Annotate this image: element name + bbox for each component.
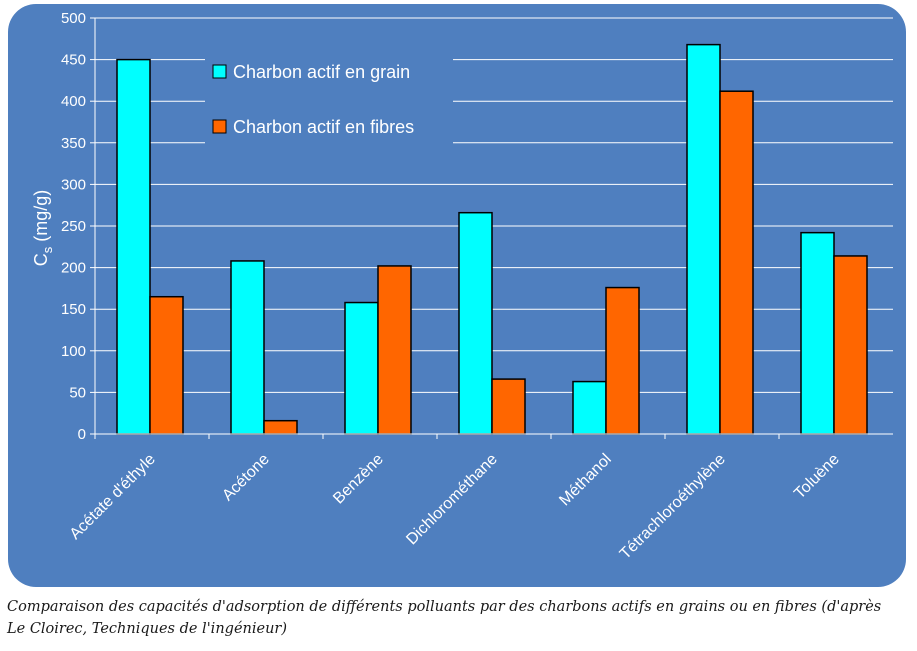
bar-grain <box>458 211 493 435</box>
y-tick-label: 50 <box>69 384 86 401</box>
y-tick-label: 150 <box>61 301 86 318</box>
bar-grain <box>116 58 151 435</box>
legend-label: Charbon actif en fibres <box>233 117 414 137</box>
bar-grain <box>800 231 835 435</box>
y-tick-label: 100 <box>61 343 86 360</box>
y-tick-label: 350 <box>61 135 86 152</box>
x-category-label: Benzène <box>330 451 387 508</box>
x-category-label: Acétate d'éthyle <box>67 451 159 543</box>
bar-fibres <box>605 286 640 435</box>
bar-fibres <box>149 295 184 435</box>
x-category-label: Méthanol <box>556 451 615 510</box>
caption-line-2: Le Cloirec, Techniques de l'ingénieur) <box>7 621 288 637</box>
legend-background <box>205 55 453 145</box>
bar-fibres <box>377 265 412 435</box>
y-tick-label: 200 <box>61 260 86 277</box>
bar-chart: 0 50 100 150 200 250 300 350 400 450 500 Acétate d'… <box>31 10 893 563</box>
x-category-label: Toluène <box>791 451 843 503</box>
bar-fibres <box>719 90 754 435</box>
x-category-label: Acétone <box>219 451 273 505</box>
x-category-label: Dichlorométhane <box>403 451 501 549</box>
y-tick-label: 0 <box>78 426 86 443</box>
bar-grain <box>572 380 607 435</box>
bar-grain <box>230 260 265 435</box>
legend: Charbon actif en grain Charbon actif en f… <box>205 55 453 145</box>
caption-line-1: Comparaison des capacités d'adsorption d… <box>7 599 882 615</box>
bar-fibres <box>263 419 298 435</box>
x-category-label: Tétrachloroéthylène <box>617 451 729 563</box>
bar-grain <box>686 43 721 435</box>
y-tick-label: 500 <box>61 10 86 27</box>
y-tick-label: 250 <box>61 218 86 235</box>
bar-grain <box>344 301 379 435</box>
y-axis-label: Cs (mg/g) <box>31 190 55 267</box>
legend-swatch <box>212 119 227 134</box>
legend-swatch <box>212 64 227 79</box>
figure-caption: Comparaison des capacités d'adsorption d… <box>7 596 907 640</box>
y-tick-label: 450 <box>61 52 86 69</box>
bar-fibres <box>491 378 526 435</box>
y-tick-label: 300 <box>61 176 86 193</box>
y-tick-label: 400 <box>61 93 86 110</box>
bars <box>116 43 868 435</box>
legend-label: Charbon actif en grain <box>233 62 410 82</box>
bar-fibres <box>833 255 868 435</box>
